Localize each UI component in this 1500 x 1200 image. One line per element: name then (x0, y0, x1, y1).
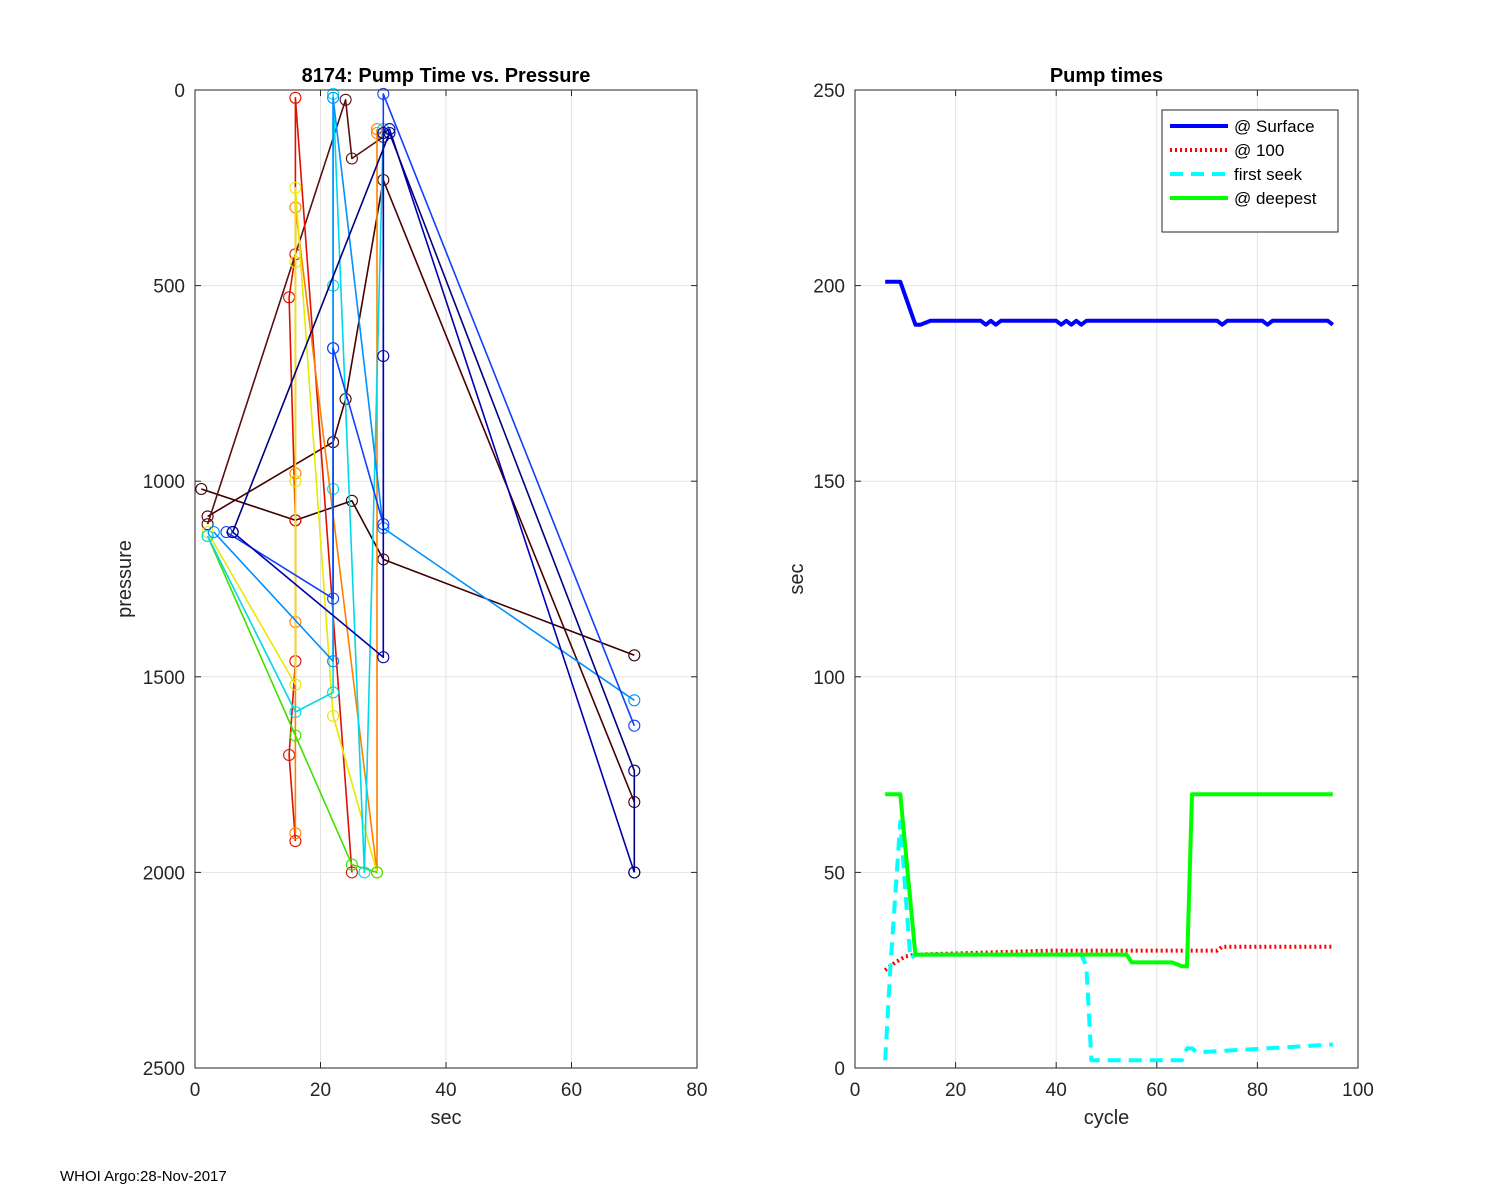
data-point (377, 87, 390, 100)
y-tick-label: 1500 (143, 668, 185, 689)
data-point (289, 827, 302, 840)
y-tick-label: 50 (824, 863, 845, 884)
legend-entry: first seek (1234, 165, 1303, 184)
data-point (289, 729, 302, 742)
legend-entry: @ 100 (1234, 141, 1284, 160)
data-layer (195, 87, 641, 879)
data-layer (883, 279, 1335, 1063)
series-line-4 (288, 97, 353, 873)
data-point (289, 475, 302, 488)
data-point (207, 526, 220, 539)
x-tick-label: 40 (1046, 1080, 1067, 1101)
x-tick-label: 0 (190, 1080, 201, 1101)
data-point (628, 694, 641, 707)
series-line-1 (885, 279, 1335, 327)
legend-entry: @ deepest (1234, 189, 1317, 208)
y-tick-label: 0 (174, 81, 185, 102)
y-tick-label: 2500 (143, 1059, 185, 1080)
y-tick-label: 500 (153, 277, 185, 298)
data-point (358, 866, 371, 879)
y-axis-label: pressure (114, 540, 136, 618)
data-point (289, 181, 302, 194)
data-point (628, 719, 641, 732)
axes-box (854, 89, 1359, 1069)
chart-title: Pump times (1050, 65, 1163, 87)
chart-1: 0 20 40 60 80 0 500 1000 1500 2000 2500 8174: Pump … (114, 65, 708, 1129)
footer-label: WHOI Argo:28-Nov-2017 (60, 1168, 227, 1185)
data-point (289, 835, 302, 848)
data-point (370, 866, 384, 879)
data-point (289, 91, 302, 104)
y-tick-label: 1000 (143, 472, 185, 493)
data-point (383, 126, 396, 140)
data-point (377, 349, 390, 363)
series-line-11 (232, 128, 636, 873)
data-point (339, 93, 352, 106)
y-tick-label: 150 (813, 472, 845, 493)
x-tick-label: 20 (310, 1080, 331, 1101)
legend-box (1161, 109, 1339, 233)
x-tick-label: 60 (1146, 1080, 1167, 1101)
legend-entry: @ Surface (1234, 117, 1315, 136)
data-point (327, 342, 340, 355)
data-point (327, 592, 340, 605)
plot-area (855, 90, 1358, 1068)
chart-title: 8174: Pump Time vs. Pressure (302, 65, 591, 87)
data-point (345, 494, 358, 507)
x-axis-label: cycle (1084, 1107, 1130, 1129)
series-line-9 (213, 97, 635, 701)
series-line-3 (206, 99, 384, 525)
x-tick-label: 0 (850, 1080, 861, 1101)
data-point (628, 764, 641, 777)
data-point (195, 482, 208, 496)
data-point (345, 866, 358, 879)
series-line-3 (883, 819, 1333, 1063)
data-point (628, 866, 641, 879)
series-line-1 (201, 488, 635, 657)
series-line-12 (231, 132, 636, 873)
data-point (345, 152, 358, 165)
data-point (345, 858, 358, 871)
x-tick-label: 40 (435, 1080, 456, 1101)
data-point (226, 526, 239, 539)
data-point (327, 709, 340, 722)
y-tick-label: 2000 (143, 863, 185, 884)
data-point (220, 526, 233, 539)
data-point (289, 678, 302, 691)
data-point (327, 655, 340, 668)
series-line-2 (883, 944, 1333, 972)
y-axis-label: sec (786, 563, 808, 594)
data-point (289, 256, 302, 269)
y-tick-label: 100 (813, 668, 845, 689)
data-point (327, 91, 340, 104)
chart-2: 0 20 40 60 80 100 0 50 100 150 200 250 Pump times cyc… (786, 65, 1374, 1129)
data-point (377, 651, 390, 664)
x-tick-label: 20 (945, 1080, 966, 1101)
x-axis-label: sec (430, 1107, 461, 1129)
series-line-10 (225, 93, 636, 726)
data-point (628, 649, 641, 662)
series-line-4 (885, 792, 1333, 969)
legend: @ Surface @ 100 first seek @ deepest (1161, 109, 1339, 233)
series-line-6 (206, 187, 378, 873)
x-tick-label: 80 (1247, 1080, 1268, 1101)
data-point (289, 705, 302, 719)
data-point (201, 529, 214, 543)
y-tick-label: 250 (813, 81, 845, 102)
data-point (327, 686, 340, 699)
data-point (201, 518, 214, 531)
y-tick-label: 0 (834, 1059, 845, 1080)
y-tick-label: 200 (813, 277, 845, 298)
x-tick-label: 100 (1342, 1080, 1374, 1101)
x-tick-label: 80 (686, 1080, 707, 1101)
x-tick-label: 60 (561, 1080, 582, 1101)
